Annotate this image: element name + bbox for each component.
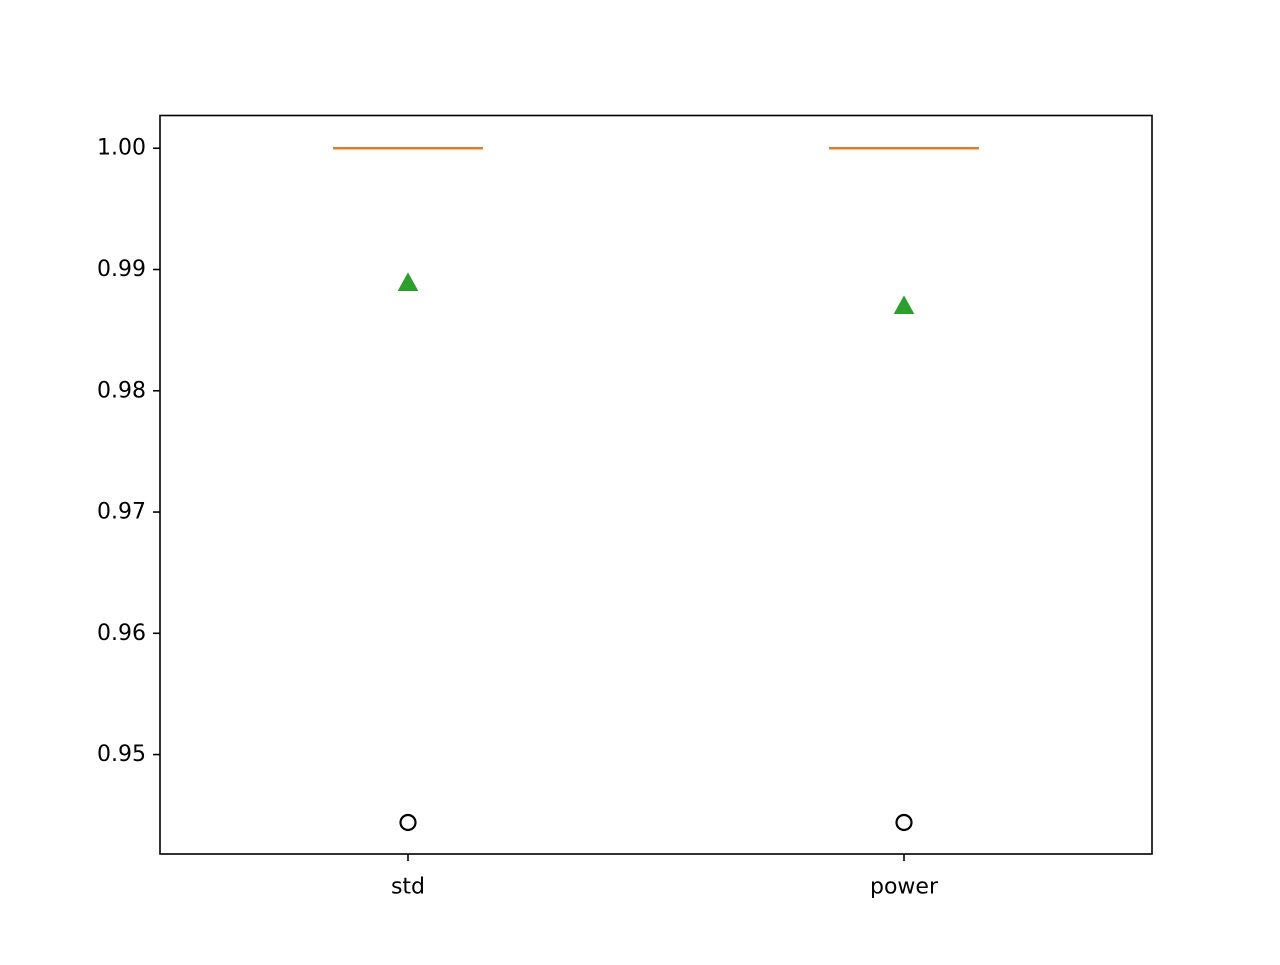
plot-frame [159,114,1153,855]
y-tick-label: 0.98 [97,378,146,403]
y-tick-label: 0.96 [97,621,146,646]
x-tick-label: power [870,875,939,900]
y-tick-label: 0.99 [97,257,146,282]
y-tick-label: 0.95 [97,742,146,767]
data-marks [333,147,979,832]
flier-point [895,813,913,832]
x-tick-label: std [391,875,425,900]
x-axis: std power [391,854,939,900]
y-tick-label: 1.00 [97,136,146,161]
y-axis: 0.95 0.96 0.97 0.98 0.99 1.00 [97,136,160,767]
flier-point [399,813,417,832]
mean-marker [397,272,419,291]
y-tick-label: 0.97 [97,500,146,525]
mean-marker [893,295,915,314]
